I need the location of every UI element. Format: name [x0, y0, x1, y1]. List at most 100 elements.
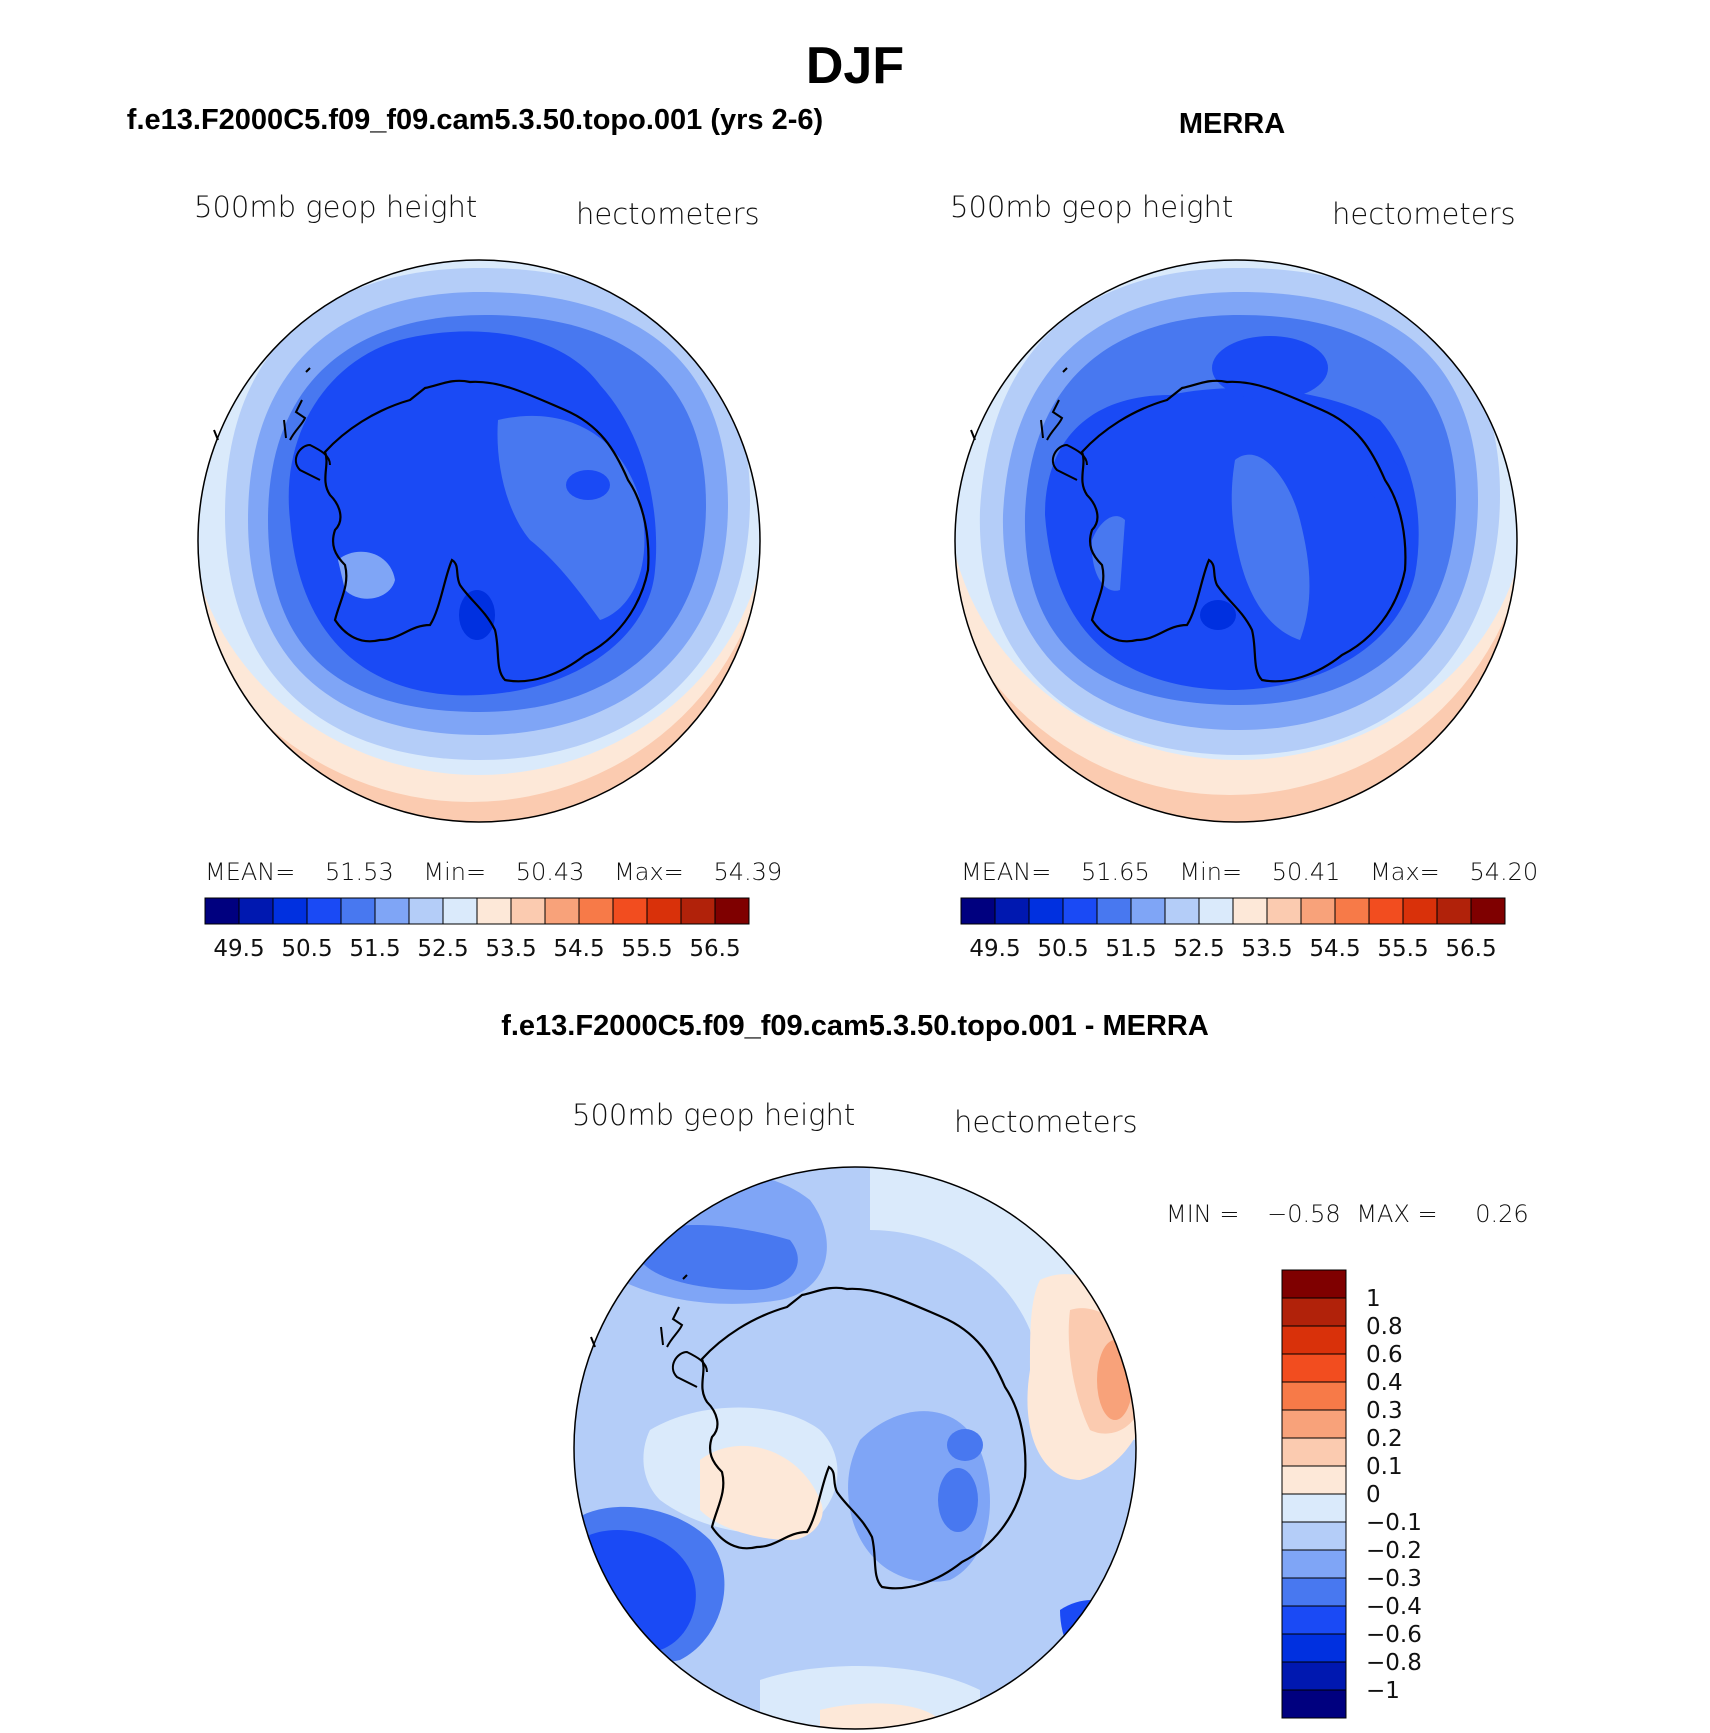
diff-colorbar-label: 0.1 — [1366, 1454, 1403, 1480]
model-colorbar-label: 50.5 — [281, 936, 332, 962]
model-colorbar-label: 56.5 — [689, 936, 740, 962]
obs-contour-2b — [1091, 516, 1125, 591]
diff-colorbar-label: −0.2 — [1366, 1538, 1422, 1564]
obs-colorbar-swatch — [1062, 897, 1098, 925]
diff-antarctica-coastline — [700, 1286, 1027, 1590]
diff-colorbar-label: −1 — [1366, 1678, 1400, 1704]
diff-island-1 — [660, 1326, 664, 1346]
obs-colorbar-label: 50.5 — [1037, 936, 1088, 962]
model-colorbar-swatch — [612, 897, 648, 925]
diff-colorbar-swatch — [1281, 1409, 1347, 1439]
diff-colorbar-swatch — [1281, 1381, 1347, 1411]
obs-panel-title: MERRA — [1178, 108, 1286, 140]
diff-colorbar-label: −0.4 — [1366, 1594, 1422, 1620]
obs-units: hectometers — [1332, 197, 1516, 231]
diff-contour-warm-w — [700, 1445, 823, 1540]
diff-peninsula-tip — [666, 1306, 684, 1348]
diff-map-border — [573, 1166, 1137, 1730]
model-min-value: 50.43 — [515, 858, 585, 886]
obs-colorbar-swatch — [1402, 897, 1438, 925]
obs-colorbar-label: 52.5 — [1173, 936, 1224, 962]
model-colorbar-swatch — [272, 897, 308, 925]
diff-panel-title: f.e13.F2000C5.f09_f09.cam5.3.50.topo.001… — [501, 1010, 1209, 1042]
diff-colorbar-swatch — [1281, 1605, 1347, 1635]
diff-colorbar-swatch — [1281, 1297, 1347, 1327]
diff-colorbar-label: 0.6 — [1366, 1342, 1403, 1368]
obs-island-1 — [1040, 419, 1044, 439]
obs-colorbar-swatch — [1198, 897, 1234, 925]
model-field-label: 500mb geop height — [194, 190, 478, 224]
diff-colorbar-swatch — [1281, 1353, 1347, 1383]
model-contour-2b — [497, 415, 645, 620]
model-peninsula-coastline — [294, 443, 331, 481]
diff-min-value: −0.58 — [1267, 1200, 1341, 1228]
diff-colorbar-swatch — [1281, 1549, 1347, 1579]
obs-island-2 — [1062, 367, 1068, 373]
diff-contour-se-1 — [1060, 1600, 1136, 1680]
obs-colorbar-swatch — [994, 897, 1030, 925]
model-colorbar-swatch — [442, 897, 478, 925]
model-colorbar-swatch — [374, 897, 410, 925]
model-polar-map — [197, 259, 761, 823]
obs-max-label: Max= — [1370, 858, 1440, 886]
obs-colorbar-label: 49.5 — [969, 936, 1020, 962]
model-peninsula-tip — [289, 399, 307, 441]
diff-contour-center-2 — [938, 1468, 978, 1532]
diff-island-2 — [682, 1274, 688, 1280]
diff-colorbar-label: 0.3 — [1366, 1398, 1403, 1424]
model-colorbar-label: 55.5 — [621, 936, 672, 962]
diff-colorbar-swatch — [1281, 1577, 1347, 1607]
obs-min-label: Min= — [1179, 858, 1243, 886]
diff-min-label: MIN = — [1166, 1200, 1240, 1228]
obs-field-label: 500mb geop height — [950, 190, 1234, 224]
diff-colorbar-label: −0.6 — [1366, 1622, 1422, 1648]
model-colorbar-swatch — [714, 897, 750, 925]
model-stats: MEAN= 51.53 Min= 50.43 Max= 54.39 — [205, 858, 782, 886]
model-mean-value: 51.53 — [325, 858, 394, 886]
model-colorbar-label: 54.5 — [553, 936, 604, 962]
model-contour-dark — [459, 590, 495, 640]
obs-stats: MEAN= 51.65 Min= 50.41 Max= 54.20 — [961, 858, 1538, 886]
obs-antarctica-coastline — [1080, 379, 1407, 683]
model-map-border — [197, 259, 761, 823]
obs-colorbar-swatch — [1028, 897, 1064, 925]
model-colorbar-swatch — [680, 897, 716, 925]
model-mean-label: MEAN= — [205, 858, 296, 886]
obs-contour-2c — [1231, 454, 1310, 640]
obs-colorbar-label: 51.5 — [1105, 936, 1156, 962]
diff-colorbar-label: −0.1 — [1366, 1510, 1422, 1536]
obs-colorbar-label: 53.5 — [1241, 936, 1292, 962]
diff-colorbar: 10.80.60.40.30.20.10−0.1−0.2−0.3−0.4−0.6… — [1281, 1269, 1422, 1719]
model-colorbar-swatch — [238, 897, 274, 925]
model-colorbar-swatch — [306, 897, 342, 925]
diff-colorbar-swatch — [1281, 1269, 1347, 1299]
diff-colorbar-swatch — [1281, 1661, 1347, 1691]
model-colorbar-swatch — [646, 897, 682, 925]
obs-peninsula-tip — [1046, 399, 1064, 441]
model-max-label: Max= — [614, 858, 684, 886]
diff-colorbar-label: 0.8 — [1366, 1314, 1403, 1340]
model-min-label: Min= — [423, 858, 487, 886]
obs-colorbar-swatch — [1266, 897, 1302, 925]
diff-stats: MIN = −0.58 MAX = 0.26 — [1166, 1200, 1529, 1228]
model-units: hectometers — [576, 197, 760, 231]
obs-polar-map — [954, 259, 1518, 823]
diff-peninsula-coastline — [671, 1350, 708, 1388]
diff-polar-map — [573, 1166, 1137, 1730]
obs-contour-dark — [1200, 600, 1236, 630]
diff-colorbar-swatch — [1281, 1493, 1347, 1523]
diff-colorbar-label: 0.2 — [1366, 1426, 1403, 1452]
obs-peninsula-coastline — [1051, 443, 1088, 481]
obs-colorbar-swatch — [1436, 897, 1472, 925]
obs-contour-1b — [1212, 336, 1328, 400]
obs-colorbar-label: 56.5 — [1445, 936, 1496, 962]
diff-max-value: 0.26 — [1475, 1200, 1529, 1228]
diff-contour-s-warm — [820, 1703, 940, 1729]
obs-colorbar-label: 54.5 — [1309, 936, 1360, 962]
model-colorbar-swatch — [476, 897, 512, 925]
obs-colorbar-swatch — [960, 897, 996, 925]
obs-min-value: 50.41 — [1271, 858, 1341, 886]
model-colorbar-swatch — [510, 897, 546, 925]
diff-contour-center-2b — [947, 1429, 983, 1461]
